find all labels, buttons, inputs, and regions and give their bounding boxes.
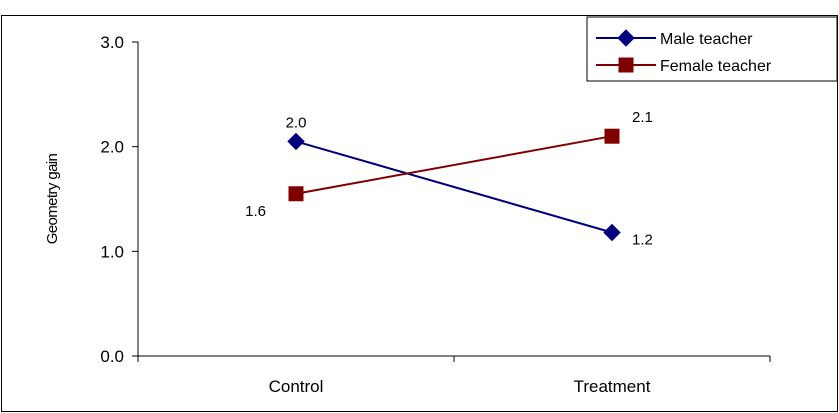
legend-marker xyxy=(617,29,635,47)
y-axis-label: Geometry gain xyxy=(44,153,61,244)
legend-label: Male teacher xyxy=(660,31,753,48)
legend-item: Male teacher xyxy=(596,29,753,48)
y-tick-label: 1.0 xyxy=(100,242,124,261)
legend-item: Female teacher xyxy=(596,57,772,75)
series-line xyxy=(295,135,613,195)
legend: Male teacher Female teacher xyxy=(586,16,838,82)
series-layer: 2.0 1.2 1.6 2.1 xyxy=(245,109,653,248)
data-label: 2.0 xyxy=(286,114,307,131)
legend-marker xyxy=(618,57,634,73)
y-tick-label: 0.0 xyxy=(100,347,124,366)
legend-box xyxy=(586,16,838,82)
data-label: 2.1 xyxy=(632,109,653,126)
x-tick-label: Treatment xyxy=(574,377,651,396)
data-label: 1.2 xyxy=(632,231,653,248)
data-label: 1.6 xyxy=(245,203,266,220)
legend-label: Female teacher xyxy=(660,58,772,75)
data-point xyxy=(604,128,620,144)
y-tick-label: 3.0 xyxy=(100,33,124,52)
data-point xyxy=(603,223,621,242)
x-ticks: Control Treatment xyxy=(137,356,771,396)
series-line xyxy=(295,140,613,234)
y-ticks: 0.0 1.0 2.0 3.0 xyxy=(100,33,138,366)
y-tick-label: 2.0 xyxy=(100,138,124,157)
series-0: 2.0 1.2 xyxy=(286,114,653,248)
data-point xyxy=(288,186,304,202)
x-tick-label: Control xyxy=(269,377,324,396)
series-1: 1.6 2.1 xyxy=(245,109,653,220)
data-point xyxy=(287,132,305,151)
